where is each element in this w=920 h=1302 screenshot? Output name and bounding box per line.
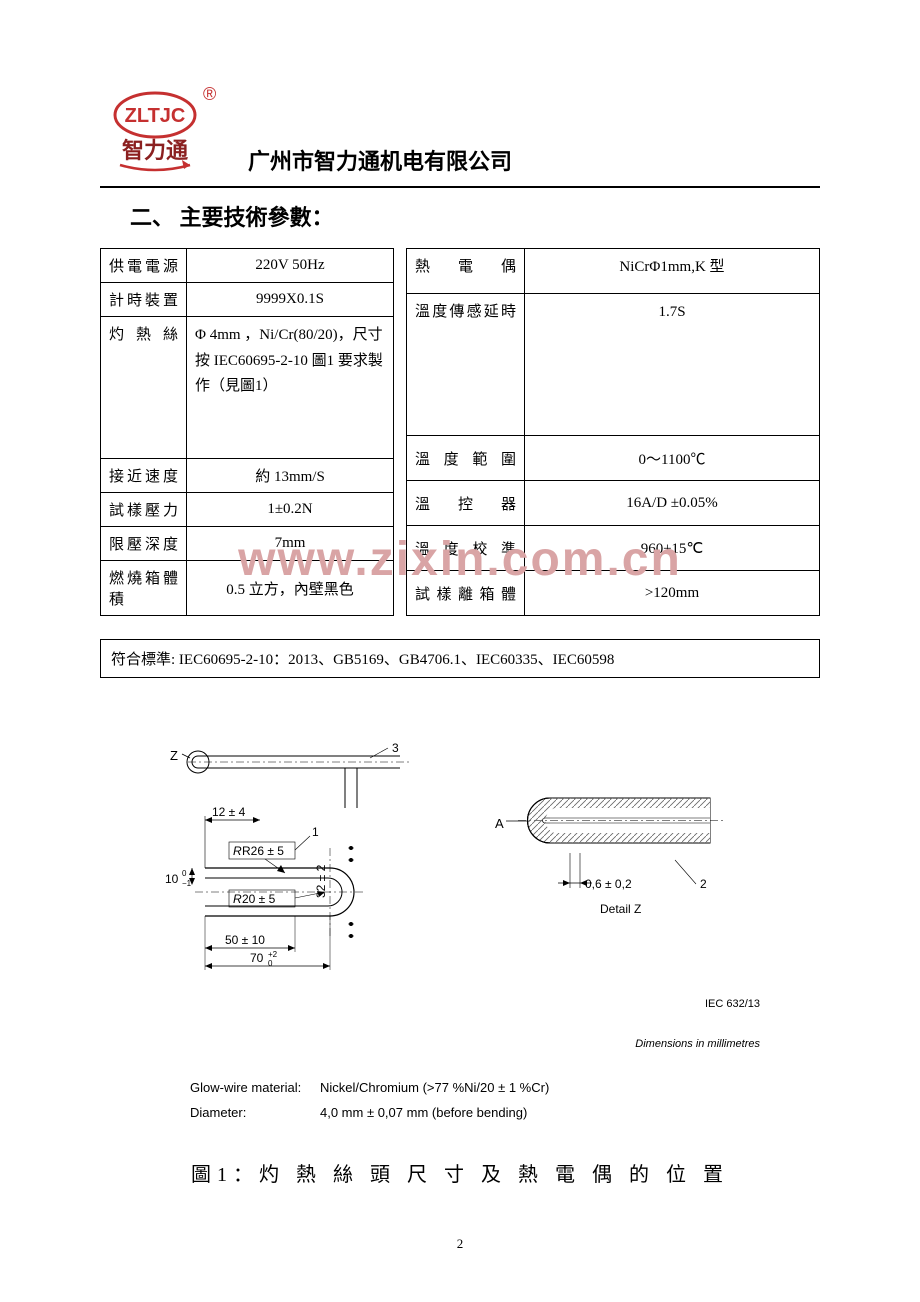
svg-text:70: 70 xyxy=(250,951,264,965)
spec-label: 溫度範圍 xyxy=(407,436,525,481)
svg-text:R: R xyxy=(233,892,242,906)
material-info: Glow-wire material: Nickel/Chromium (>77… xyxy=(190,1078,549,1128)
svg-text:®: ® xyxy=(203,84,216,104)
header-divider xyxy=(100,186,820,188)
spec-value: 0～1100℃ xyxy=(525,436,820,481)
table-row: 灼 熱 絲 Φ 4mm ，Ni/Cr(80/20)，尺寸按 IEC60695-2… xyxy=(101,317,394,459)
page-number: 2 xyxy=(457,1236,464,1252)
svg-text:50 ± 10: 50 ± 10 xyxy=(225,933,265,947)
spec-label: 熱電偶 xyxy=(407,249,525,294)
svg-text:A: A xyxy=(495,816,504,831)
watermark: www.zixin.com.cn xyxy=(238,532,682,587)
svg-text:0,6 ± 0,2: 0,6 ± 0,2 xyxy=(585,877,632,891)
svg-text:0: 0 xyxy=(268,959,273,968)
svg-text:0: 0 xyxy=(182,869,187,878)
spec-value: 9999X0.1S xyxy=(187,283,394,317)
svg-text:智力通: 智力通 xyxy=(122,138,188,163)
spec-value: Φ 4mm ，Ni/Cr(80/20)，尺寸按 IEC60695-2-10 圖1… xyxy=(187,317,394,459)
spec-label: 溫 控 器 xyxy=(407,481,525,526)
company-name: 广州市智力通机电有限公司 xyxy=(248,144,512,176)
standards-row: 符合標準: IEC60695-2-10：2013、GB5169、GB4706.1… xyxy=(100,639,820,678)
svg-text:+2: +2 xyxy=(268,950,278,959)
spec-label: 燃燒箱體積 xyxy=(101,561,187,616)
table-row: 接近速度 約 13mm/S xyxy=(101,459,394,493)
spec-label: 溫度傳感延時 xyxy=(407,294,525,436)
svg-text:R26 ± 5: R26 ± 5 xyxy=(242,844,284,858)
diameter-label: Diameter: xyxy=(190,1103,320,1124)
spec-value: 1.7S xyxy=(525,294,820,436)
svg-text:Detail Z: Detail Z xyxy=(600,902,641,916)
figure-caption: 圖1：灼 熱 絲 頭 尺 寸 及 熱 電 偶 的 位 置 xyxy=(100,1158,820,1187)
iec-code: IEC 632/13 xyxy=(705,998,760,1010)
svg-text:32 ± 2: 32 ± 2 xyxy=(314,864,328,898)
dimensions-note: Dimensions in millimetres xyxy=(635,1038,760,1050)
standards-label: 符合標準: xyxy=(111,652,175,668)
spec-label: 接近速度 xyxy=(101,459,187,493)
svg-text:R: R xyxy=(233,844,242,858)
table-row: 溫 控 器 16A/D ±0.05% xyxy=(407,481,820,526)
spec-label: 灼 熱 絲 xyxy=(101,317,187,459)
spec-label: 限壓深度 xyxy=(101,527,187,561)
spec-value: NiCrΦ1mm,K 型 xyxy=(525,249,820,294)
material-label: Glow-wire material: xyxy=(190,1078,320,1099)
spec-label: 供電電源 xyxy=(101,249,187,283)
spec-label: 計時裝置 xyxy=(101,283,187,317)
table-row: 試樣壓力 1±0.2N xyxy=(101,493,394,527)
table-row: 供電電源 220V 50Hz xyxy=(101,249,394,283)
svg-text:1: 1 xyxy=(312,825,319,839)
svg-text:Z: Z xyxy=(170,748,178,763)
svg-text:3: 3 xyxy=(392,741,399,755)
material-value: Nickel/Chromium (>77 %Ni/20 ± 1 %Cr) xyxy=(320,1078,549,1099)
table-row: 計時裝置 9999X0.1S xyxy=(101,283,394,317)
company-logo: ZLTJC ® 智力通 xyxy=(100,80,240,180)
svg-text:2: 2 xyxy=(700,877,707,891)
spec-value: 220V 50Hz xyxy=(187,249,394,283)
spec-value: 約 13mm/S xyxy=(187,459,394,493)
section-heading: 二、 主要技術參數： xyxy=(130,200,820,232)
spec-label: 試樣壓力 xyxy=(101,493,187,527)
svg-text:10: 10 xyxy=(165,872,179,886)
svg-text:12 ± 4: 12 ± 4 xyxy=(212,805,246,819)
standards-value: IEC60695-2-10：2013、GB5169、GB4706.1、IEC60… xyxy=(179,652,614,668)
spec-value: 16A/D ±0.05% xyxy=(525,481,820,526)
table-row: 溫度傳感延時 1.7S xyxy=(407,294,820,436)
svg-text:ZLTJC: ZLTJC xyxy=(125,105,186,127)
svg-text:20 ± 5: 20 ± 5 xyxy=(242,892,276,906)
diameter-value: 4,0 mm ± 0,07 mm (before bending) xyxy=(320,1103,527,1124)
table-row: 溫度範圍 0～1100℃ xyxy=(407,436,820,481)
glow-wire-diagram: Z 3 12 ± 4 xyxy=(100,738,820,1118)
spec-value: 1±0.2N xyxy=(187,493,394,527)
